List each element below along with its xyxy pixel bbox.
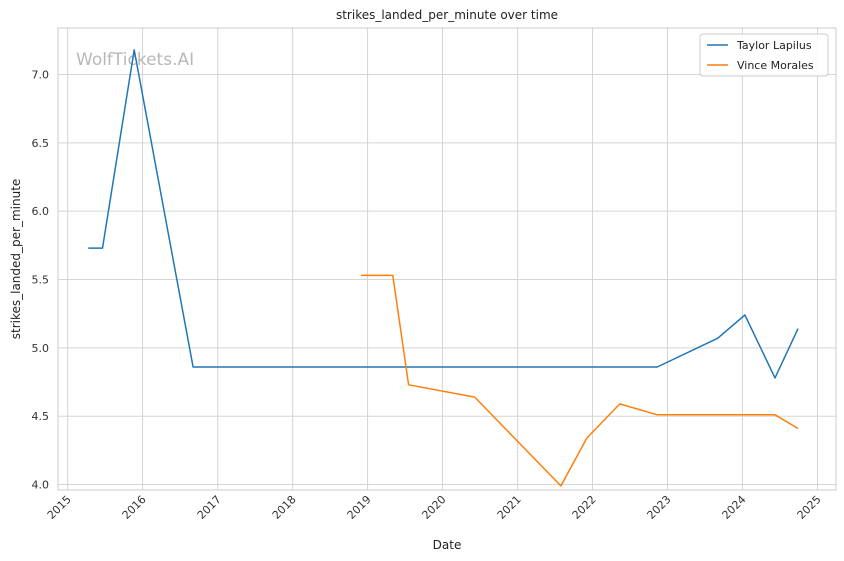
plot-area-frame: [57, 27, 837, 491]
y-axis-label: strikes_landed_per_minute: [9, 179, 23, 340]
series-layer: [88, 49, 799, 487]
legend-label: Taylor Lapilus: [736, 39, 812, 52]
y-tick-label: 5.5: [32, 274, 50, 287]
y-tick-label: 5.0: [32, 342, 50, 355]
series-line-taylor-lapilus: [88, 49, 799, 379]
legend-label: Vince Morales: [737, 59, 814, 72]
y-tick-label: 4.5: [32, 410, 50, 423]
legend-box: [699, 33, 829, 77]
legend: Taylor Lapilus Vince Morales: [699, 33, 829, 77]
watermark: WolfTickets.AI: [76, 50, 194, 70]
series-line-vince-morales: [361, 274, 799, 487]
chart-title: strikes_landed_per_minute over time: [336, 8, 558, 22]
grid: [58, 28, 836, 490]
y-tick-label: 4.0: [32, 479, 50, 492]
y-tick-label: 6.5: [32, 137, 50, 150]
y-tick-label: 6.0: [32, 205, 50, 218]
y-tick-label: 7.0: [32, 68, 50, 81]
x-axis-label: Date: [433, 538, 462, 552]
y-axis-ticks: 4.0 4.5 5.0 5.5 6.0 6.5 7.0: [32, 68, 50, 491]
